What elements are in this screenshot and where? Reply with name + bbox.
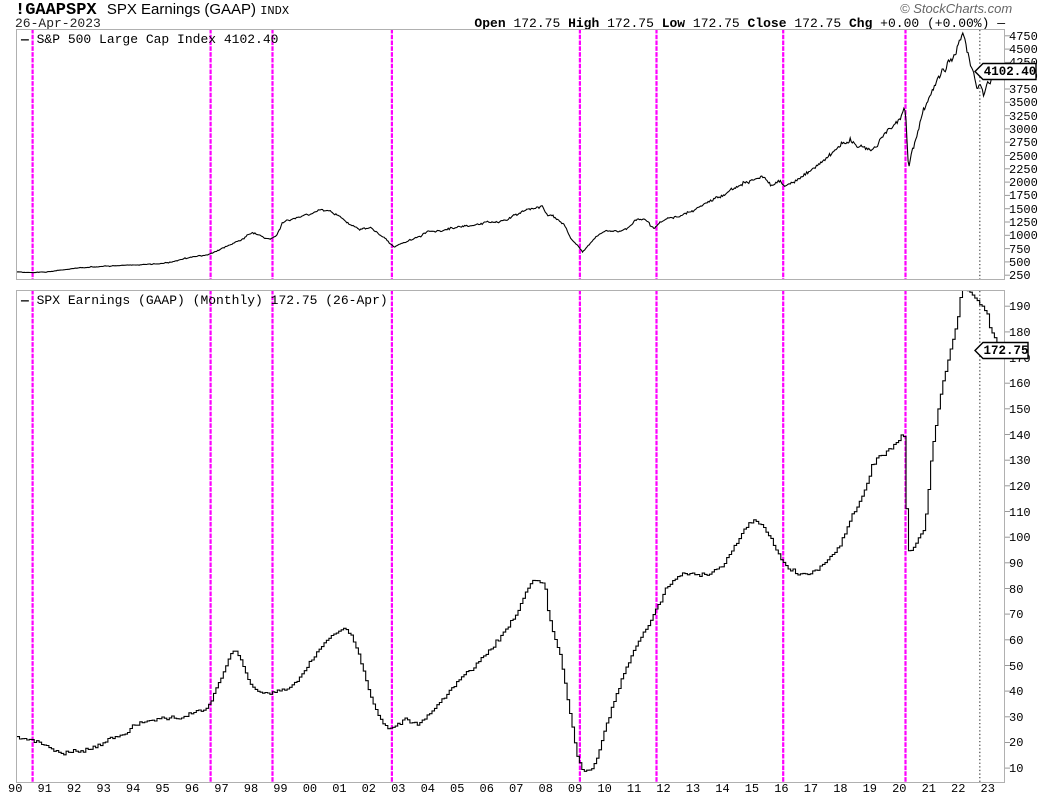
svg-text:172.75: 172.75 xyxy=(983,344,1028,358)
svg-text:4102.40: 4102.40 xyxy=(984,65,1037,79)
